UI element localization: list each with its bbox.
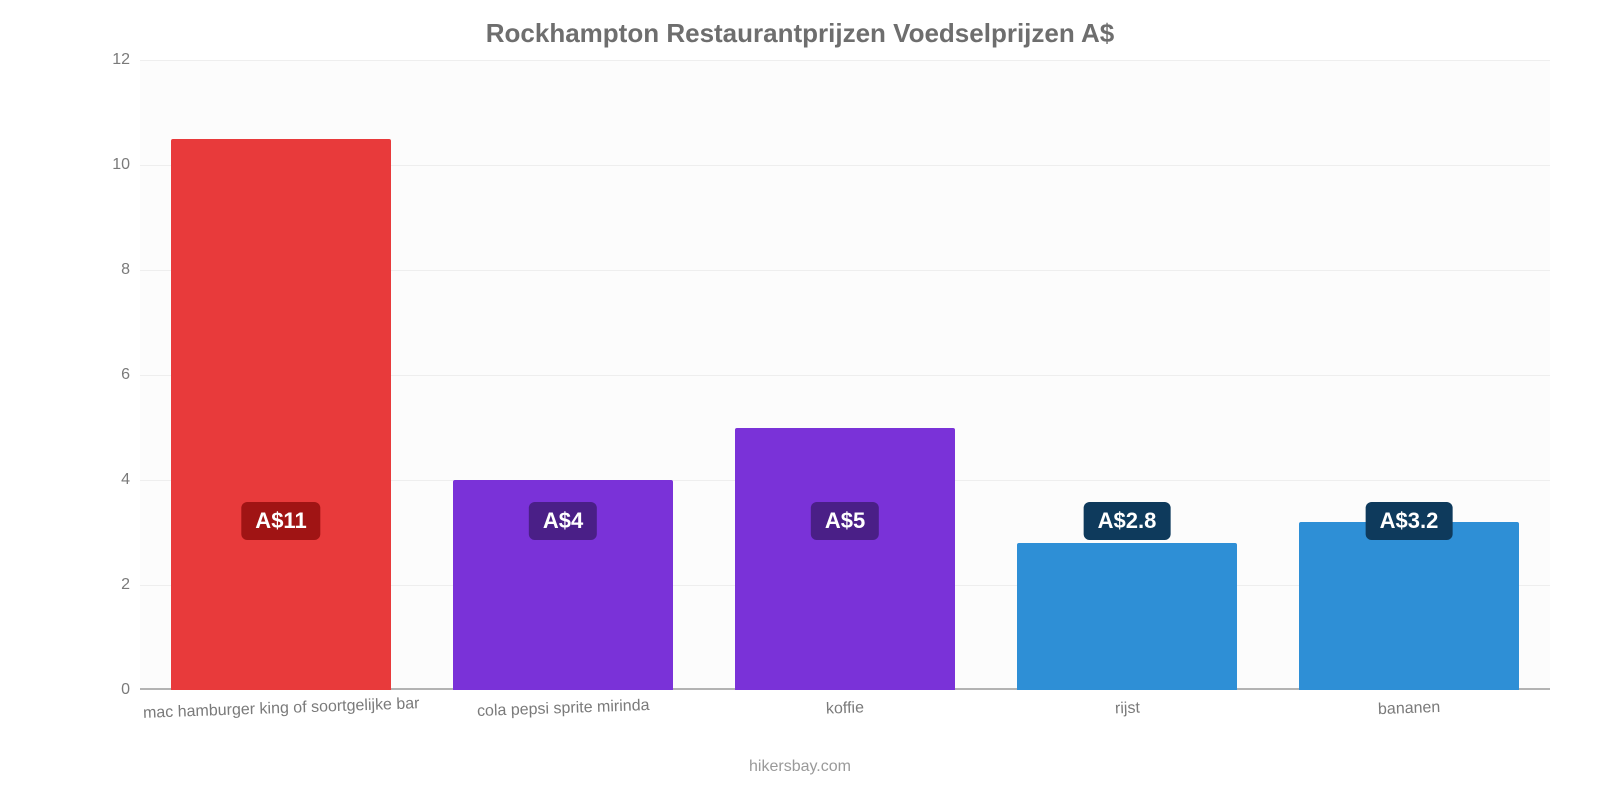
bar-value-label: A$4 (529, 502, 597, 540)
x-axis-labels: mac hamburger king of soortgelijke barco… (140, 690, 1550, 718)
y-tick-label: 0 (121, 681, 140, 699)
bar-value-label: A$5 (811, 502, 879, 540)
bar (735, 428, 955, 691)
bar (1017, 543, 1237, 690)
x-tick-label: bananen (1268, 690, 1550, 718)
bar-slot: A$5 (704, 60, 986, 690)
attribution-text: hikersbay.com (0, 758, 1600, 776)
bar (171, 139, 391, 690)
price-bar-chart: Rockhampton Restaurantprijzen Voedselpri… (0, 0, 1600, 800)
x-tick-label: koffie (704, 690, 986, 718)
bar-slot: A$4 (422, 60, 704, 690)
bar-slot: A$2.8 (986, 60, 1268, 690)
chart-title: Rockhampton Restaurantprijzen Voedselpri… (0, 0, 1600, 49)
bar-value-label: A$11 (241, 502, 320, 540)
x-tick-label: mac hamburger king of soortgelijke bar (140, 690, 422, 718)
x-tick-label: cola pepsi sprite mirinda (422, 690, 704, 718)
plot-area: 024681012 A$11A$4A$5A$2.8A$3.2 (140, 60, 1550, 690)
bar-value-label: A$3.2 (1366, 502, 1453, 540)
x-tick-label: rijst (986, 690, 1268, 718)
y-tick-label: 2 (121, 576, 140, 594)
bar-slot: A$11 (140, 60, 422, 690)
y-tick-label: 12 (112, 51, 140, 69)
bar (1299, 522, 1519, 690)
y-tick-label: 6 (121, 366, 140, 384)
y-tick-label: 4 (121, 471, 140, 489)
bars-container: A$11 A$4 A$5 A$2.8 A$3.2 (140, 60, 1550, 690)
y-tick-label: 10 (112, 156, 140, 174)
bar-value-label: A$2.8 (1084, 502, 1171, 540)
bar-slot: A$3.2 (1268, 60, 1550, 690)
y-tick-label: 8 (121, 261, 140, 279)
